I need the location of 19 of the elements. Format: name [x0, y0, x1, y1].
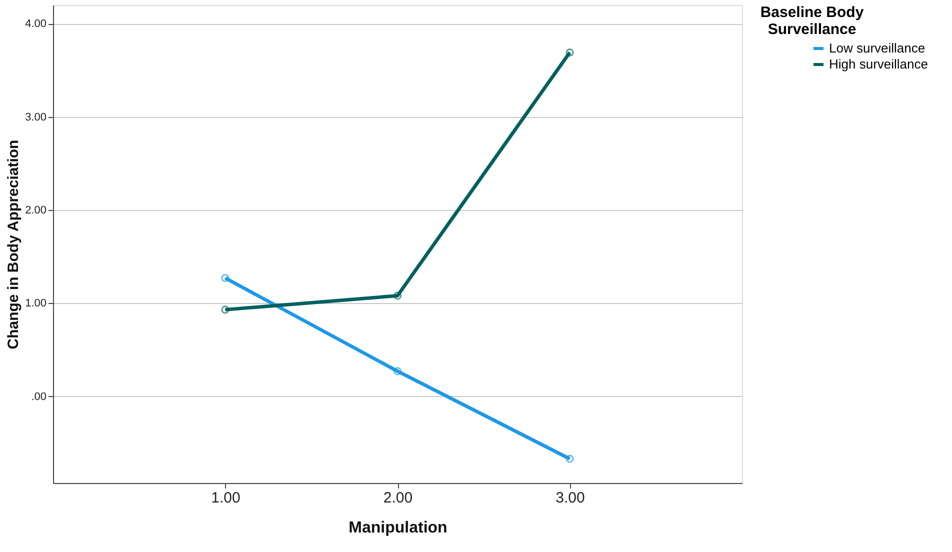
y-tick-label: 4.00 [25, 18, 46, 30]
point [221, 274, 230, 282]
legend-title: Baseline Body Surveillance [760, 4, 864, 38]
point [566, 454, 574, 463]
x-tick-label: 2.00 [383, 490, 413, 506]
y-axis-title: Change in Body Appreciation [5, 140, 22, 350]
y-tick-label: 2.00 [25, 204, 46, 216]
y-tick-label: 1.00 [25, 298, 46, 310]
x-tick-label: 1.00 [211, 490, 240, 506]
point [566, 48, 574, 57]
point [393, 292, 402, 300]
x-axis-title: Manipulation [348, 520, 448, 536]
legend-label: Low surveillance [829, 40, 926, 56]
legend-label: High surveillance [829, 56, 928, 72]
y-tick-label: .00 [31, 390, 46, 403]
x-tick-label: 3.00 [556, 490, 585, 506]
point [393, 367, 402, 376]
point [221, 306, 230, 314]
y-tick-label: 3.00 [25, 111, 46, 124]
